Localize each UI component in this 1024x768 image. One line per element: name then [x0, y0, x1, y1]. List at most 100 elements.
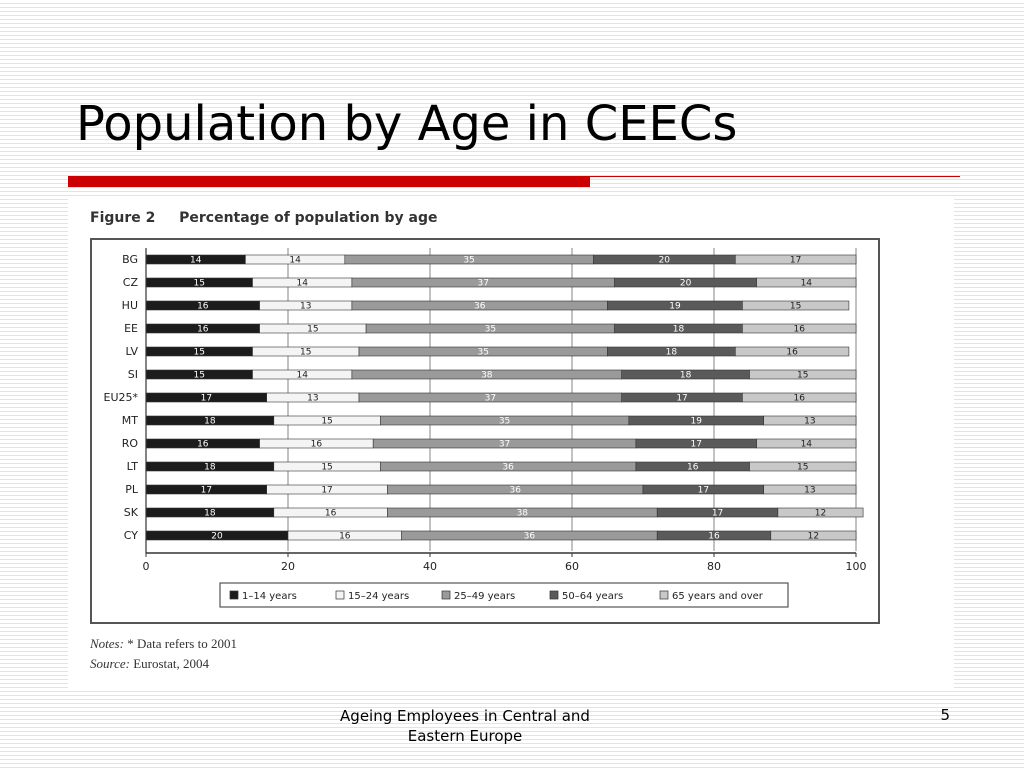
slide-title: Population by Age in CEECs [76, 96, 738, 152]
x-tick-label: 20 [281, 560, 295, 573]
bar-value-label: 15 [321, 417, 332, 427]
bar-value-label: 15 [307, 325, 318, 335]
bar-value-label: 14 [190, 256, 202, 266]
bar-value-label: 16 [786, 348, 798, 358]
bar-value-label: 20 [659, 256, 671, 266]
chart-frame: BG 14 14 35 20 17 CZ 15 14 37 20 14 HU 16 13 36 19 15 EE 16… [90, 238, 880, 624]
legend-label: 65 years and over [672, 591, 764, 602]
category-label: LT [127, 460, 139, 473]
legend-label: 25–49 years [454, 591, 515, 602]
bar-value-label: 17 [676, 394, 687, 404]
bar-value-label: 17 [321, 486, 332, 496]
x-tick-label: 0 [143, 560, 150, 573]
bar-value-label: 16 [708, 532, 720, 542]
bar-value-label: 17 [790, 256, 801, 266]
category-label: EE [124, 322, 138, 335]
bar-segment [749, 461, 857, 472]
bar-value-label: 16 [325, 509, 337, 519]
bar-segment [756, 277, 857, 288]
bar-segment [763, 415, 857, 426]
figure-title: Percentage of population by age [179, 210, 438, 226]
category-label: SK [124, 506, 139, 519]
bar-value-label: 36 [524, 532, 536, 542]
x-tick-label: 80 [707, 560, 721, 573]
category-label: RO [122, 437, 139, 450]
legend-swatch [659, 590, 669, 600]
bar-value-label: 36 [509, 486, 521, 496]
bar-value-label: 13 [804, 417, 815, 427]
category-label: CZ [123, 276, 139, 289]
legend-swatch [549, 590, 559, 600]
bar-value-label: 20 [211, 532, 223, 542]
bar-value-label: 16 [197, 325, 209, 335]
bar-value-label: 15 [797, 463, 808, 473]
source-label: Source: [90, 656, 130, 671]
bar-value-label: 16 [311, 440, 323, 450]
source-line: Source: Eurostat, 2004 [90, 654, 237, 674]
bar-value-label: 18 [680, 371, 692, 381]
bar-value-label: 14 [801, 440, 813, 450]
bar-value-label: 16 [687, 463, 699, 473]
notes-label: Notes: [90, 636, 124, 651]
bar-value-label: 36 [502, 463, 514, 473]
bar-value-label: 16 [793, 394, 805, 404]
bar-segment [763, 484, 857, 495]
bar-value-label: 15 [194, 348, 205, 358]
bar-value-label: 13 [307, 394, 318, 404]
bar-value-label: 17 [698, 486, 709, 496]
bar-value-label: 37 [478, 279, 489, 289]
legend-swatch [229, 590, 239, 600]
bar-value-label: 15 [194, 279, 205, 289]
bar-segment [742, 300, 850, 311]
bar-value-label: 20 [680, 279, 692, 289]
bar-value-label: 17 [712, 509, 723, 519]
bar-value-label: 19 [669, 302, 681, 312]
bar-value-label: 17 [201, 394, 212, 404]
bar-value-label: 17 [201, 486, 212, 496]
bar-segment [749, 369, 857, 380]
bar-segment [742, 323, 857, 334]
bar-value-label: 14 [289, 256, 301, 266]
bar-segment [756, 438, 857, 449]
bar-segment [734, 346, 850, 357]
bar-value-label: 35 [463, 256, 474, 266]
legend-label: 50–64 years [562, 591, 623, 602]
category-label: HU [122, 299, 138, 312]
bar-value-label: 14 [296, 279, 308, 289]
bar-value-label: 13 [300, 302, 311, 312]
bar-value-label: 16 [197, 302, 209, 312]
category-label: MT [122, 414, 138, 427]
figure-notes: Notes: * Data refers to 2001 Source: Eur… [90, 634, 237, 674]
footer-text: Ageing Employees in Central and Eastern … [340, 707, 590, 745]
bar-segment [777, 507, 864, 518]
page-number: 5 [940, 706, 950, 724]
figure-panel: Figure 2 Percentage of population by age… [68, 196, 954, 690]
category-label: BG [122, 253, 138, 266]
bar-value-label: 15 [194, 371, 205, 381]
figure-caption: Figure 2 Percentage of population by age [90, 210, 437, 226]
stacked-bar-chart: BG 14 14 35 20 17 CZ 15 14 37 20 14 HU 16 13 36 19 15 EE 16… [104, 248, 867, 608]
bar-segment [770, 530, 857, 541]
x-tick-label: 60 [565, 560, 579, 573]
bar-value-label: 15 [300, 348, 311, 358]
bar-value-label: 38 [517, 509, 529, 519]
bar-value-label: 18 [204, 417, 216, 427]
bar-value-label: 37 [485, 394, 496, 404]
legend-swatch [335, 590, 345, 600]
title-accent-bar [68, 176, 590, 187]
category-label: EU25* [104, 391, 139, 404]
bar-value-label: 16 [793, 325, 805, 335]
figure-number: Figure 2 [90, 210, 156, 226]
bar-value-label: 17 [691, 440, 702, 450]
legend-box [219, 582, 789, 608]
legend-swatch [441, 590, 451, 600]
legend-label: 15–24 years [348, 591, 409, 602]
bar-segment [734, 254, 857, 265]
bar-value-label: 15 [321, 463, 332, 473]
bar-value-label: 35 [485, 325, 496, 335]
x-tick-label: 40 [423, 560, 437, 573]
bar-value-label: 13 [804, 486, 815, 496]
bar-value-label: 14 [296, 371, 308, 381]
x-tick-label: 100 [846, 560, 867, 573]
notes-line: Notes: * Data refers to 2001 [90, 634, 237, 654]
